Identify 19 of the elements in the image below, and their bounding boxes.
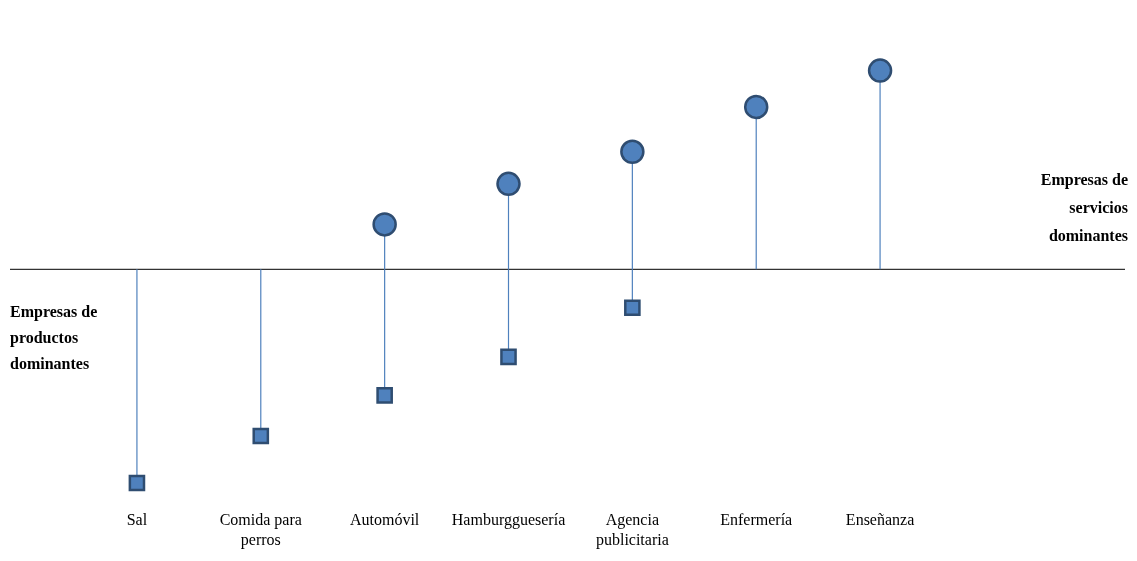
point xyxy=(496,171,521,197)
point xyxy=(376,387,393,404)
point xyxy=(372,212,397,237)
point xyxy=(867,58,893,83)
point xyxy=(500,348,517,366)
point xyxy=(128,474,146,492)
point xyxy=(252,427,270,445)
point xyxy=(620,139,645,165)
x-tick-label: Enseñanza xyxy=(845,511,915,529)
x-tick-label: Sal xyxy=(126,511,148,529)
x-tick-label: Enfermería xyxy=(720,511,793,529)
point xyxy=(743,94,769,120)
x-tick-label: Automóvil xyxy=(349,511,420,529)
x-tick-label: Agencia publicitaria xyxy=(595,511,669,549)
x-tick-label: Hamburgguesería xyxy=(451,511,566,530)
text: Empresas de servicios dominantes xyxy=(1040,171,1128,245)
point xyxy=(624,299,641,317)
annotation: Empresas de productos dominantes xyxy=(10,303,98,373)
x-tick-label: Comida para perros xyxy=(219,511,302,549)
